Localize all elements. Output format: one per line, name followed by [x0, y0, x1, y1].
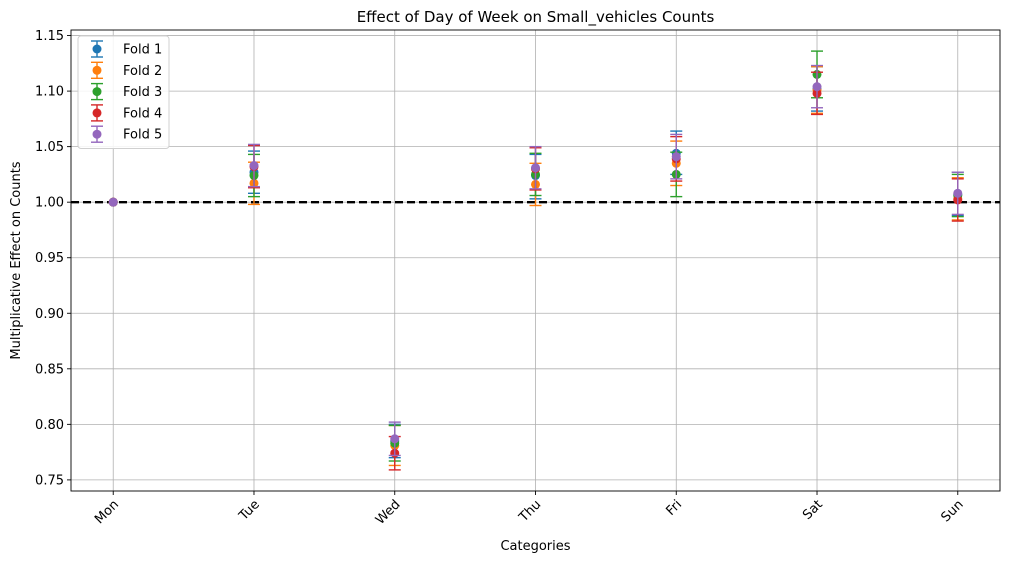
legend-label: Fold 2 [123, 64, 162, 79]
legend-marker [92, 108, 102, 118]
y-tick-label: 1.15 [35, 29, 64, 44]
data-series [108, 50, 964, 471]
y-tick-label: 0.75 [35, 473, 64, 488]
data-point [953, 188, 963, 198]
series-group [108, 64, 964, 457]
chart-title: Effect of Day of Week on Small_vehicles … [357, 8, 715, 27]
data-point [812, 82, 822, 92]
legend-marker [92, 65, 102, 75]
y-tick-label: 1.10 [35, 85, 64, 100]
legend-label: Fold 3 [123, 85, 162, 100]
legend-label: Fold 4 [123, 106, 162, 121]
y-tick-label: 0.85 [35, 362, 64, 377]
legend-marker [92, 129, 102, 139]
data-point [249, 161, 259, 171]
y-tick-label: 1.05 [35, 140, 64, 155]
legend-label: Fold 5 [123, 128, 162, 143]
data-point [390, 434, 400, 444]
legend-marker [92, 44, 102, 54]
data-point [671, 152, 681, 162]
y-tick-label: 0.80 [35, 418, 64, 433]
y-tick-label: 0.90 [35, 307, 64, 322]
data-point [531, 163, 540, 173]
y-tick-label: 0.95 [35, 251, 64, 266]
legend: Fold 1 Fold 2 Fold 3 Fold 4 Fold 5 [77, 35, 170, 149]
legend-marker [92, 87, 102, 97]
x-axis-label: Categories [500, 539, 570, 554]
legend-label: Fold 1 [123, 43, 162, 58]
y-tick-label: 1.00 [35, 196, 64, 211]
y-axis-label: Multiplicative Effect on Counts [9, 161, 24, 359]
data-point [108, 197, 118, 207]
